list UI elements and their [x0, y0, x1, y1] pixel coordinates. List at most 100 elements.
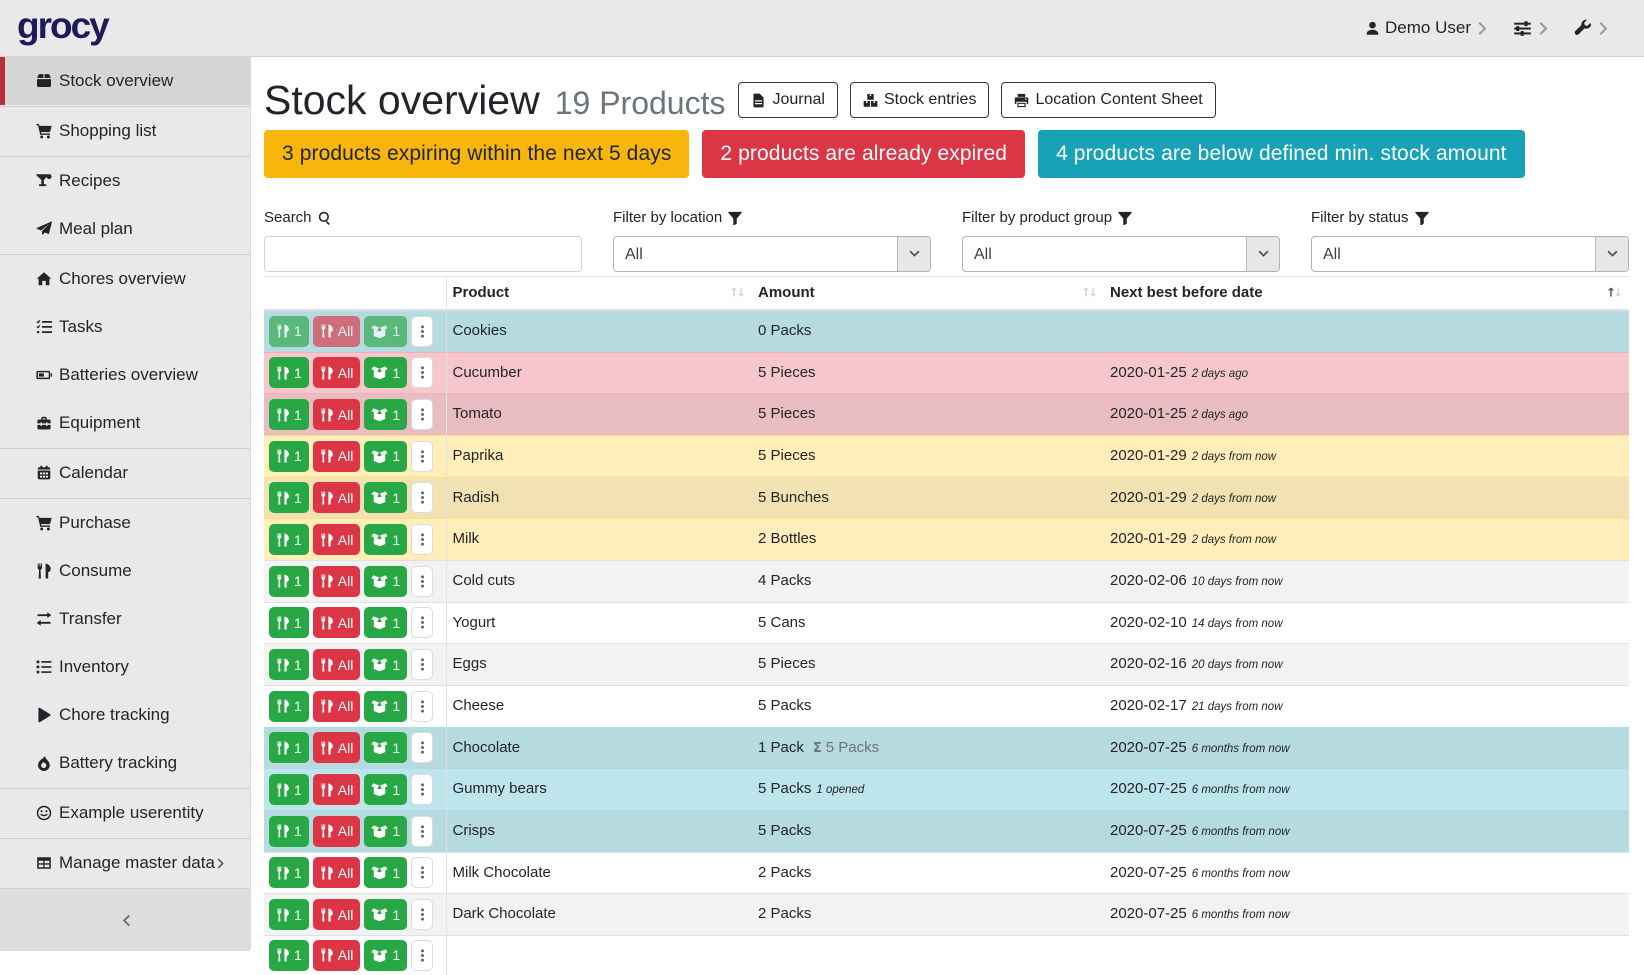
location-content-sheet-button[interactable]: Location Content Sheet [1001, 82, 1215, 118]
amount-column-header[interactable]: Amount ↑↓ [752, 277, 1104, 311]
consume-all-button[interactable]: All [313, 316, 361, 347]
product-name[interactable]: Milk Chocolate [453, 864, 551, 881]
consume-all-button[interactable]: All [313, 857, 361, 888]
consume-one-button[interactable]: 1 [269, 940, 309, 971]
row-menu-button[interactable] [411, 316, 433, 347]
sidebar-item[interactable]: Manage master data [0, 839, 250, 887]
sidebar-item[interactable]: Meal plan [0, 205, 250, 253]
consume-one-button[interactable]: 1 [269, 816, 309, 847]
product-name[interactable]: Yogurt [453, 614, 496, 631]
expiring-products-button[interactable]: 3 products expiring within the next 5 da… [264, 130, 689, 178]
consume-one-button[interactable]: 1 [269, 357, 309, 388]
consume-one-button[interactable]: 1 [269, 607, 309, 638]
row-menu-button[interactable] [411, 691, 433, 722]
product-name[interactable]: Chocolate [453, 739, 521, 756]
open-one-button[interactable]: 1 [364, 774, 407, 805]
consume-one-button[interactable]: 1 [269, 566, 309, 597]
open-one-button[interactable]: 1 [364, 940, 407, 971]
open-one-button[interactable]: 1 [364, 566, 407, 597]
consume-all-button[interactable]: All [313, 691, 361, 722]
consume-all-button[interactable]: All [313, 566, 361, 597]
consume-one-button[interactable]: 1 [269, 441, 309, 472]
open-one-button[interactable]: 1 [364, 482, 407, 513]
product-name[interactable]: Cookies [453, 322, 507, 339]
sidebar-item[interactable]: Equipment [0, 399, 250, 447]
sidebar-item[interactable]: Inventory [0, 643, 250, 691]
product-name[interactable]: Dark Chocolate [453, 905, 556, 922]
consume-one-button[interactable]: 1 [269, 482, 309, 513]
consume-one-button[interactable]: 1 [269, 316, 309, 347]
sidebar-item[interactable]: Shopping list [0, 107, 250, 155]
consume-one-button[interactable]: 1 [269, 691, 309, 722]
grocy-logo[interactable]: grocy [17, 5, 108, 47]
row-menu-button[interactable] [411, 899, 433, 930]
consume-all-button[interactable]: All [313, 732, 361, 763]
open-one-button[interactable]: 1 [364, 732, 407, 763]
product-name[interactable]: Cold cuts [453, 572, 516, 589]
below-min-stock-button[interactable]: 4 products are below defined min. stock … [1038, 130, 1525, 178]
product-name[interactable]: Paprika [453, 447, 504, 464]
row-menu-button[interactable] [411, 566, 433, 597]
consume-all-button[interactable]: All [313, 607, 361, 638]
row-menu-button[interactable] [411, 357, 433, 388]
product-name[interactable]: Gummy bears [453, 780, 547, 797]
open-one-button[interactable]: 1 [364, 816, 407, 847]
product-name[interactable]: Crisps [453, 822, 496, 839]
consume-all-button[interactable]: All [313, 399, 361, 430]
location-select[interactable]: All [613, 236, 931, 272]
sidebar-item[interactable]: Calendar [0, 449, 250, 497]
consume-all-button[interactable]: All [313, 940, 361, 971]
row-menu-button[interactable] [411, 441, 433, 472]
consume-all-button[interactable]: All [313, 357, 361, 388]
open-one-button[interactable]: 1 [364, 357, 407, 388]
consume-all-button[interactable]: All [313, 774, 361, 805]
date-column-header[interactable]: Next best before date ↑↓ [1104, 277, 1629, 311]
sidebar-item[interactable]: Purchase [0, 499, 250, 547]
sidebar-item[interactable]: Consume [0, 547, 250, 595]
sidebar-item[interactable]: Batteries overview [0, 351, 250, 399]
product-name[interactable]: Eggs [453, 655, 487, 672]
settings-menu[interactable] [1513, 19, 1553, 38]
row-menu-button[interactable] [411, 607, 433, 638]
consume-all-button[interactable]: All [313, 649, 361, 680]
open-one-button[interactable]: 1 [364, 607, 407, 638]
row-menu-button[interactable] [411, 524, 433, 555]
consume-one-button[interactable]: 1 [269, 857, 309, 888]
sidebar-item[interactable]: Chores overview [0, 255, 250, 303]
row-menu-button[interactable] [411, 816, 433, 847]
open-one-button[interactable]: 1 [364, 899, 407, 930]
open-one-button[interactable]: 1 [364, 441, 407, 472]
row-menu-button[interactable] [411, 399, 433, 430]
status-select[interactable]: All [1311, 236, 1629, 272]
consume-one-button[interactable]: 1 [269, 732, 309, 763]
product-name[interactable]: Cheese [453, 697, 505, 714]
open-one-button[interactable]: 1 [364, 857, 407, 888]
row-menu-button[interactable] [411, 857, 433, 888]
consume-one-button[interactable]: 1 [269, 774, 309, 805]
open-one-button[interactable]: 1 [364, 524, 407, 555]
product-name[interactable]: Milk [453, 530, 480, 547]
sidebar-item[interactable]: Transfer [0, 595, 250, 643]
expired-products-button[interactable]: 2 products are already expired [702, 130, 1025, 178]
sidebar-item[interactable]: Recipes [0, 157, 250, 205]
stock-entries-button[interactable]: Stock entries [850, 82, 989, 118]
sidebar-item[interactable]: Tasks [0, 303, 250, 351]
search-input[interactable] [264, 236, 582, 272]
open-one-button[interactable]: 1 [364, 691, 407, 722]
product-name[interactable]: Cucumber [453, 364, 522, 381]
consume-all-button[interactable]: All [313, 524, 361, 555]
admin-menu[interactable] [1574, 19, 1613, 37]
sidebar-item[interactable]: Example userentity [0, 789, 250, 837]
row-menu-button[interactable] [411, 940, 433, 971]
product-name[interactable]: Radish [453, 489, 500, 506]
consume-all-button[interactable]: All [313, 816, 361, 847]
journal-button[interactable]: Journal [738, 82, 837, 118]
consume-one-button[interactable]: 1 [269, 399, 309, 430]
row-menu-button[interactable] [411, 732, 433, 763]
product-column-header[interactable]: Product ↑↓ [446, 277, 752, 311]
consume-all-button[interactable]: All [313, 899, 361, 930]
sidebar-item[interactable]: Stock overview [0, 57, 250, 105]
consume-all-button[interactable]: All [313, 441, 361, 472]
open-one-button[interactable]: 1 [364, 399, 407, 430]
consume-one-button[interactable]: 1 [269, 899, 309, 930]
